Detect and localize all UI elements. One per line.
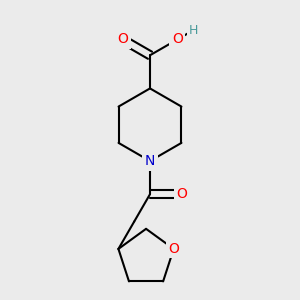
- Text: O: O: [176, 187, 187, 201]
- Text: O: O: [117, 32, 128, 46]
- Text: N: N: [145, 154, 155, 168]
- Text: O: O: [172, 32, 183, 46]
- Text: H: H: [189, 23, 198, 37]
- Text: O: O: [168, 242, 179, 256]
